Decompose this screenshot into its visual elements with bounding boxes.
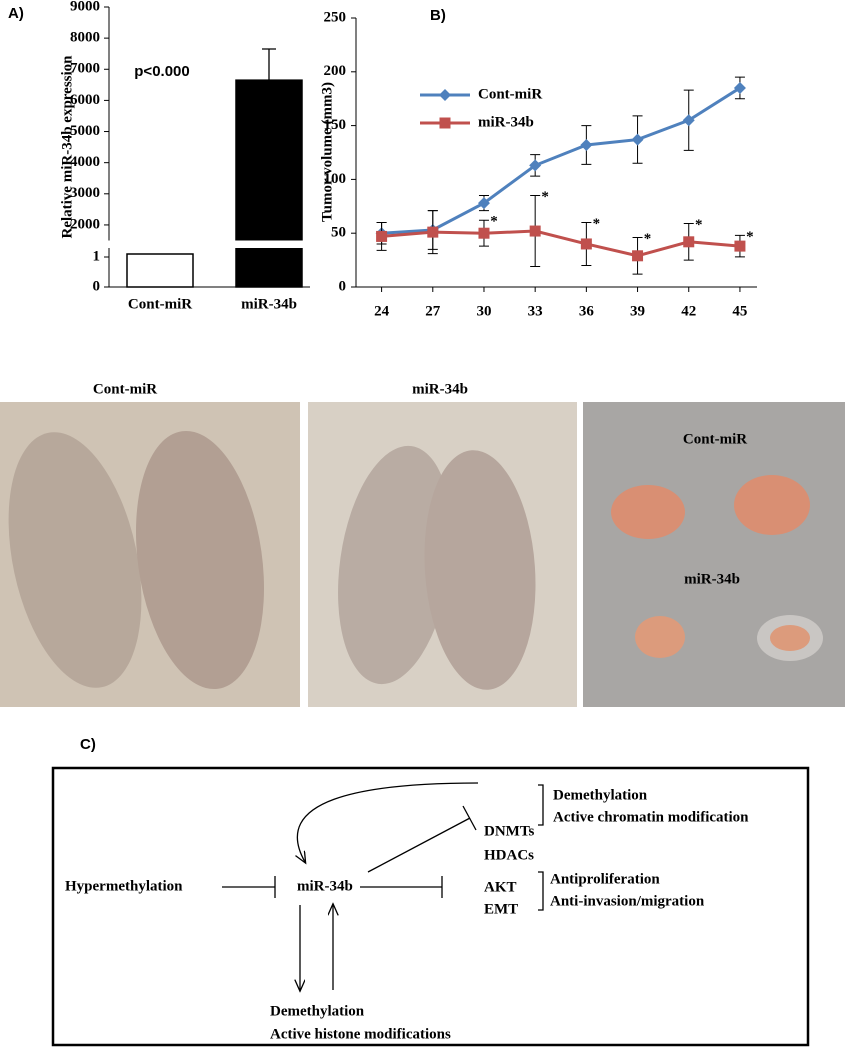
- y-tick-label: 1: [93, 248, 101, 264]
- mouse: [338, 445, 452, 685]
- series-line: [381, 229, 741, 258]
- y-tick-label: 9000: [70, 0, 100, 14]
- error-bar: [262, 48, 276, 81]
- mouse: [424, 450, 536, 690]
- x-tick-label: miR-34b: [241, 296, 297, 312]
- node: Demethylation: [270, 1003, 365, 1019]
- x-tick-label: 42: [681, 303, 696, 319]
- y-tick-label: 4000: [70, 154, 100, 170]
- tumor: [635, 616, 685, 658]
- significance-label: *: [593, 216, 601, 232]
- marker: [682, 114, 695, 127]
- y-tick-label: 200: [324, 63, 347, 79]
- node: Active chromatin modification: [553, 809, 749, 825]
- y-tick-label: 150: [324, 117, 347, 133]
- y-tick-label: 0: [93, 278, 101, 294]
- x-tick-label: 30: [476, 303, 491, 319]
- significance-label: *: [644, 231, 652, 247]
- x-tick-label: 45: [732, 303, 747, 319]
- y-tick-label: 2000: [70, 216, 100, 232]
- marker: [529, 159, 542, 172]
- diagram-edges: [222, 782, 544, 990]
- mouse: [135, 430, 265, 690]
- marker: [580, 138, 593, 151]
- y-tick-label: 50: [331, 225, 346, 241]
- node: miR-34b: [297, 878, 353, 894]
- node: Anti-invasion/migration: [550, 893, 705, 909]
- marker: [376, 230, 388, 242]
- panel-label: B): [430, 7, 446, 24]
- series-line: [381, 86, 741, 235]
- node: Antiproliferation: [550, 871, 660, 887]
- axis-break: [101, 240, 306, 248]
- significance-label: *: [541, 189, 549, 205]
- x-tick-label: 24: [374, 303, 390, 319]
- y-tick-label: 3000: [70, 185, 100, 201]
- panel-label: C): [80, 736, 96, 753]
- y-tick-label: 6000: [70, 92, 100, 108]
- panel-label: A): [8, 5, 24, 22]
- marker: [632, 250, 644, 262]
- photo-label: miR-34b: [412, 381, 468, 397]
- node: Active histone modifications: [270, 1026, 451, 1042]
- x-tick-label: Cont-miR: [128, 296, 192, 312]
- node: HDACs: [484, 847, 534, 863]
- node: EMT: [484, 901, 518, 917]
- y-axis-label: Relative miR-34b expression: [59, 55, 75, 239]
- annotation: p<0.000: [134, 63, 189, 80]
- tumor: [734, 475, 810, 535]
- y-axis-label: Tumor volume (mm3): [319, 82, 335, 222]
- photo-label: Cont-miR: [683, 431, 747, 447]
- significance-label: *: [490, 214, 498, 230]
- node: DNMTs: [484, 823, 534, 839]
- photo-label: Cont-miR: [93, 381, 157, 397]
- y-tick-label: 5000: [70, 123, 100, 139]
- node: Hypermethylation: [65, 878, 183, 894]
- bar: [126, 253, 194, 288]
- marker: [734, 240, 746, 252]
- legend-label: miR-34b: [478, 114, 534, 130]
- legend-marker: [439, 89, 451, 101]
- legend-marker: [439, 117, 451, 129]
- marker: [733, 81, 746, 94]
- photo-tumors: [583, 402, 845, 707]
- bar: [235, 79, 303, 288]
- y-tick-label: 250: [324, 9, 347, 25]
- x-tick-label: 36: [579, 303, 595, 319]
- node: AKT: [484, 879, 517, 895]
- tumor: [770, 625, 810, 651]
- y-tick-label: 8000: [70, 30, 100, 46]
- marker: [427, 226, 439, 238]
- significance-label: *: [695, 217, 703, 233]
- y-tick-label: 100: [324, 171, 347, 187]
- x-tick-label: 27: [425, 303, 441, 319]
- marker: [683, 236, 695, 248]
- marker: [478, 227, 490, 239]
- marker: [631, 133, 644, 146]
- mouse: [8, 432, 142, 688]
- y-tick-label: 0: [339, 278, 347, 294]
- tumor: [611, 485, 685, 539]
- significance-label: *: [746, 229, 754, 245]
- diagram-box: [51, 766, 810, 1047]
- x-tick-label: 39: [630, 303, 645, 319]
- y-tick-label: 7000: [70, 61, 100, 77]
- marker: [477, 197, 490, 210]
- node: Demethylation: [553, 787, 648, 803]
- photo-label: miR-34b: [684, 571, 740, 587]
- marker: [529, 225, 541, 237]
- x-tick-label: 33: [528, 303, 543, 319]
- marker: [580, 238, 592, 250]
- legend-label: Cont-miR: [478, 86, 542, 102]
